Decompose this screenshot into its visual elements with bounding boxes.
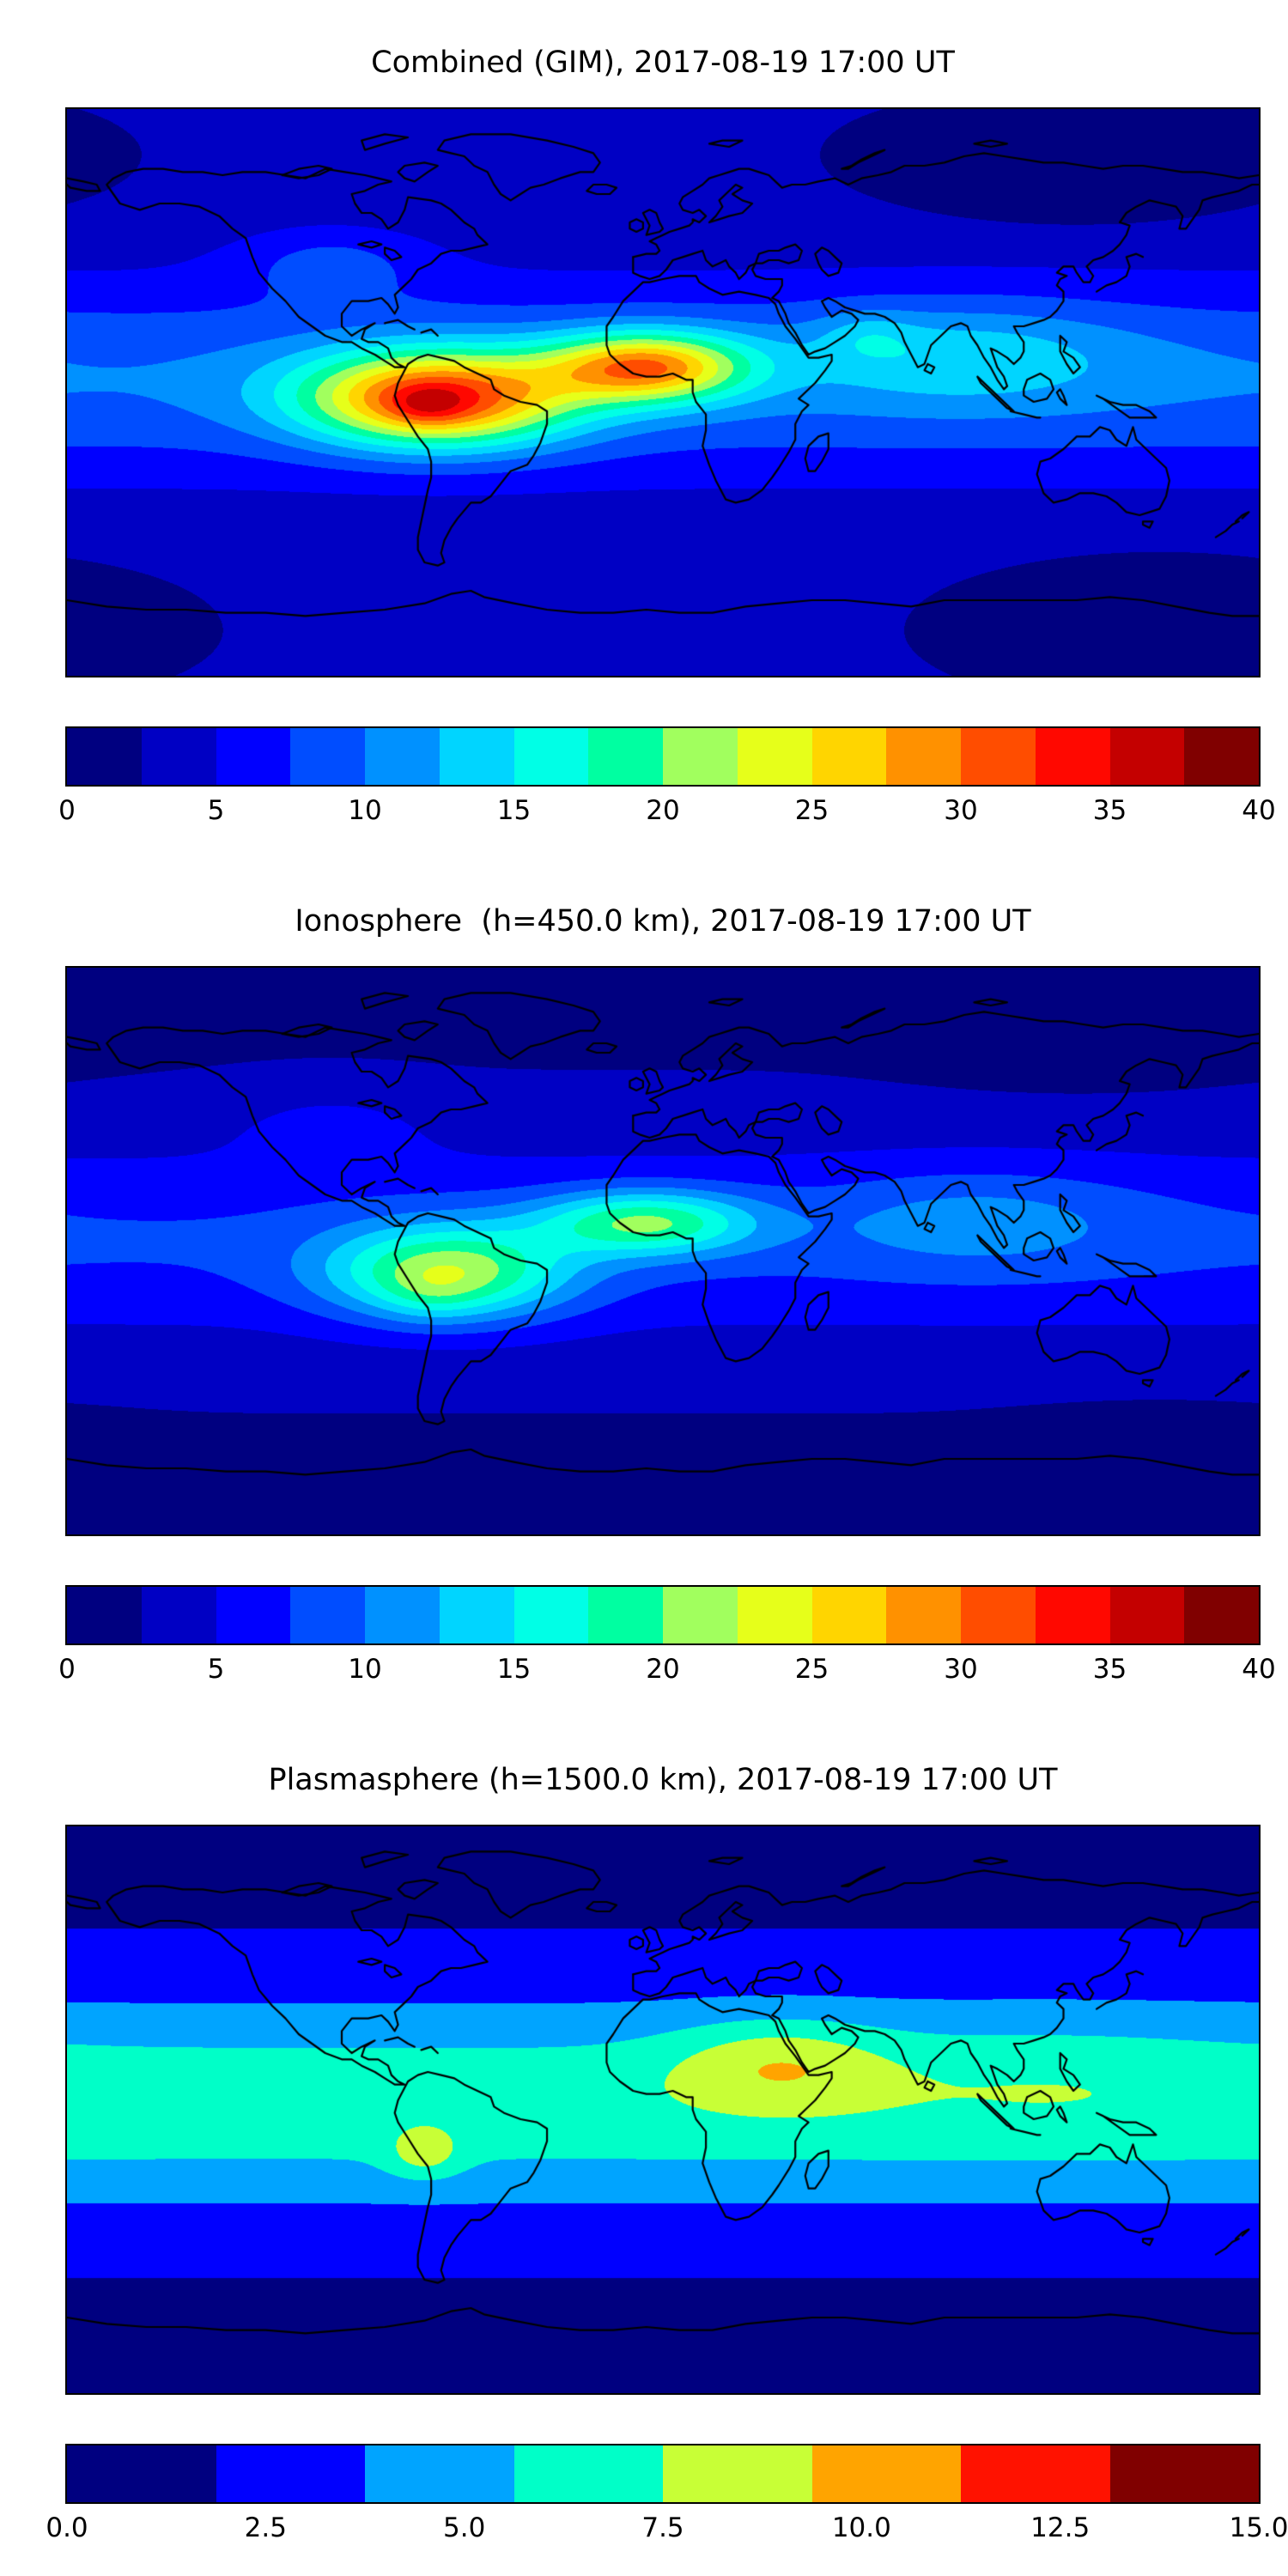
colorbar-tick-label: 0 bbox=[58, 795, 76, 826]
panel-title-ionosphere: Ionosphere (h=450.0 km), 2017-08-19 17:0… bbox=[295, 904, 1031, 939]
colorbar-ticks-plasmasphere: 0.0 2.5 5.0 7.5 10.0 12.5 15.0 bbox=[46, 2512, 1288, 2550]
colorbar-tick-label: 20 bbox=[646, 1654, 680, 1685]
colorbar-segment bbox=[1184, 1587, 1259, 1643]
colorbar-tick-label: 25 bbox=[794, 795, 829, 826]
map-frame-combined bbox=[65, 107, 1261, 677]
colorbar-ionosphere bbox=[65, 1585, 1261, 1645]
colorbar-segment bbox=[737, 1587, 812, 1643]
colorbar-segment bbox=[1109, 2445, 1259, 2502]
colorbar-segment bbox=[365, 2445, 514, 2502]
panel-title-plasmasphere: Plasmasphere (h=1500.0 km), 2017-08-19 1… bbox=[268, 1763, 1058, 1797]
colorbar-tick-label: 30 bbox=[944, 795, 978, 826]
colorbar-tick-label: 40 bbox=[1242, 795, 1276, 826]
colorbar-segment bbox=[737, 728, 812, 785]
colorbar-segment bbox=[811, 728, 887, 785]
colorbar-tick-label: 10 bbox=[348, 795, 382, 826]
tec-map-plasmasphere bbox=[67, 1826, 1259, 2393]
colorbar-segment bbox=[1109, 1587, 1185, 1643]
map-frame-plasmasphere bbox=[65, 1825, 1261, 2395]
colorbar-segment bbox=[67, 728, 142, 785]
panel-combined-gim: Combined (GIM), 2017-08-19 17:00 UT 0 5 10… bbox=[0, 0, 1288, 859]
colorbar-segment bbox=[67, 2445, 216, 2502]
colorbar-segment bbox=[216, 1587, 291, 1643]
tec-map-combined bbox=[67, 109, 1259, 676]
colorbar-tick-label: 15 bbox=[496, 1654, 532, 1685]
colorbar-tick-label: 5 bbox=[207, 1654, 225, 1685]
colorbar-tick-label: 10 bbox=[348, 1654, 382, 1685]
colorbar-segment bbox=[886, 728, 961, 785]
colorbar-ticks-combined: 0 5 10 15 20 25 30 35 40 bbox=[58, 795, 1276, 833]
colorbar-tick-label: 2.5 bbox=[244, 2512, 287, 2543]
colorbar-tick-label: 10.0 bbox=[831, 2512, 891, 2543]
panel-ionosphere: Ionosphere (h=450.0 km), 2017-08-19 17:0… bbox=[0, 859, 1288, 1717]
colorbar-segment bbox=[663, 1587, 738, 1643]
colorbar-segment bbox=[513, 728, 589, 785]
colorbar-segment bbox=[141, 728, 216, 785]
colorbar-segment bbox=[961, 1587, 1036, 1643]
colorbar-segment bbox=[290, 1587, 365, 1643]
colorbar-plasmasphere bbox=[65, 2444, 1261, 2504]
colorbar-segment bbox=[588, 1587, 663, 1643]
colorbar-segment bbox=[1184, 728, 1259, 785]
colorbar-segment bbox=[961, 728, 1036, 785]
colorbar-tick-label: 15 bbox=[496, 795, 532, 826]
colorbar-segment bbox=[513, 2445, 663, 2502]
colorbar-segment bbox=[365, 728, 440, 785]
colorbar-tick-label: 0 bbox=[58, 1654, 76, 1685]
colorbar-segment bbox=[663, 2445, 812, 2502]
colorbar-tick-label: 7.5 bbox=[641, 2512, 684, 2543]
colorbar-segment bbox=[290, 728, 365, 785]
colorbar-tick-label: 5.0 bbox=[443, 2512, 486, 2543]
colorbar-tick-label: 35 bbox=[1092, 795, 1127, 826]
colorbar-tick-label: 25 bbox=[794, 1654, 829, 1685]
colorbar-segment bbox=[811, 2445, 961, 2502]
colorbar-tick-label: 5 bbox=[207, 795, 225, 826]
colorbar-tick-label: 15.0 bbox=[1229, 2512, 1288, 2543]
colorbar-segment bbox=[886, 1587, 961, 1643]
colorbar-segment bbox=[216, 728, 291, 785]
colorbar-tick-label: 30 bbox=[944, 1654, 978, 1685]
colorbar-segment bbox=[961, 2445, 1110, 2502]
colorbar-combined bbox=[65, 726, 1261, 787]
colorbar-tick-label: 35 bbox=[1092, 1654, 1127, 1685]
colorbar-segment bbox=[365, 1587, 440, 1643]
colorbar-segment bbox=[1035, 1587, 1110, 1643]
colorbar-segment bbox=[588, 728, 663, 785]
panel-plasmasphere: Plasmasphere (h=1500.0 km), 2017-08-19 1… bbox=[0, 1717, 1288, 2576]
colorbar-segment bbox=[439, 728, 514, 785]
panel-title-combined: Combined (GIM), 2017-08-19 17:00 UT bbox=[371, 46, 955, 80]
colorbar-tick-label: 12.5 bbox=[1030, 2512, 1091, 2543]
colorbar-ticks-ionosphere: 0 5 10 15 20 25 30 35 40 bbox=[58, 1654, 1276, 1692]
colorbar-segment bbox=[663, 728, 738, 785]
colorbar-segment bbox=[216, 2445, 365, 2502]
colorbar-segment bbox=[141, 1587, 216, 1643]
colorbar-segment bbox=[811, 1587, 887, 1643]
colorbar-tick-label: 20 bbox=[646, 795, 680, 826]
colorbar-segment bbox=[439, 1587, 514, 1643]
colorbar-segment bbox=[513, 1587, 589, 1643]
colorbar-tick-label: 40 bbox=[1242, 1654, 1276, 1685]
colorbar-tick-label: 0.0 bbox=[46, 2512, 88, 2543]
colorbar-segment bbox=[1035, 728, 1110, 785]
tec-map-ionosphere bbox=[67, 968, 1259, 1534]
map-frame-ionosphere bbox=[65, 966, 1261, 1536]
colorbar-segment bbox=[1109, 728, 1185, 785]
colorbar-segment bbox=[67, 1587, 142, 1643]
